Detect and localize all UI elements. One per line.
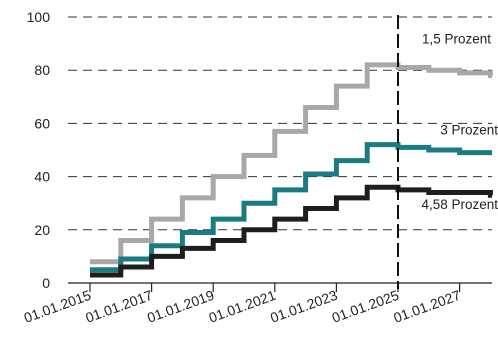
series-lines xyxy=(90,62,493,278)
x-axis: 01.01.201501.01.201701.01.201901.01.2021… xyxy=(22,283,463,326)
series-label-3: 4,58 Prozent xyxy=(421,197,498,212)
series-labels: 1,5 Prozent 3 Prozent 4,58 Prozent xyxy=(421,32,498,212)
series-label-1: 1,5 Prozent xyxy=(422,32,491,47)
y-tick-label: 100 xyxy=(27,9,51,25)
y-tick-label: 60 xyxy=(34,115,50,131)
grid-lines xyxy=(68,16,492,284)
y-axis: 0 20 40 60 80 100 xyxy=(27,9,51,291)
y-tick-label: 20 xyxy=(34,222,50,238)
y-tick-label: 40 xyxy=(34,169,50,185)
x-tick-label: 01.01.2015 xyxy=(22,287,94,326)
series-label-2: 3 Prozent xyxy=(440,122,498,137)
series-line-1 xyxy=(90,62,493,265)
x-tick-label: 01.01.2023 xyxy=(268,287,340,326)
y-tick-label: 0 xyxy=(42,275,50,291)
x-tick-label: 01.01.2021 xyxy=(207,287,279,326)
x-tick-label: 01.01.2027 xyxy=(391,287,463,326)
series-line-3 xyxy=(90,184,493,278)
y-tick-label: 80 xyxy=(34,62,50,78)
x-tick-label: 01.01.2019 xyxy=(145,287,217,326)
x-tick-label: 01.01.2017 xyxy=(83,287,155,326)
x-tick-label: 01.01.2025 xyxy=(330,287,402,326)
series-line-2 xyxy=(90,142,492,273)
